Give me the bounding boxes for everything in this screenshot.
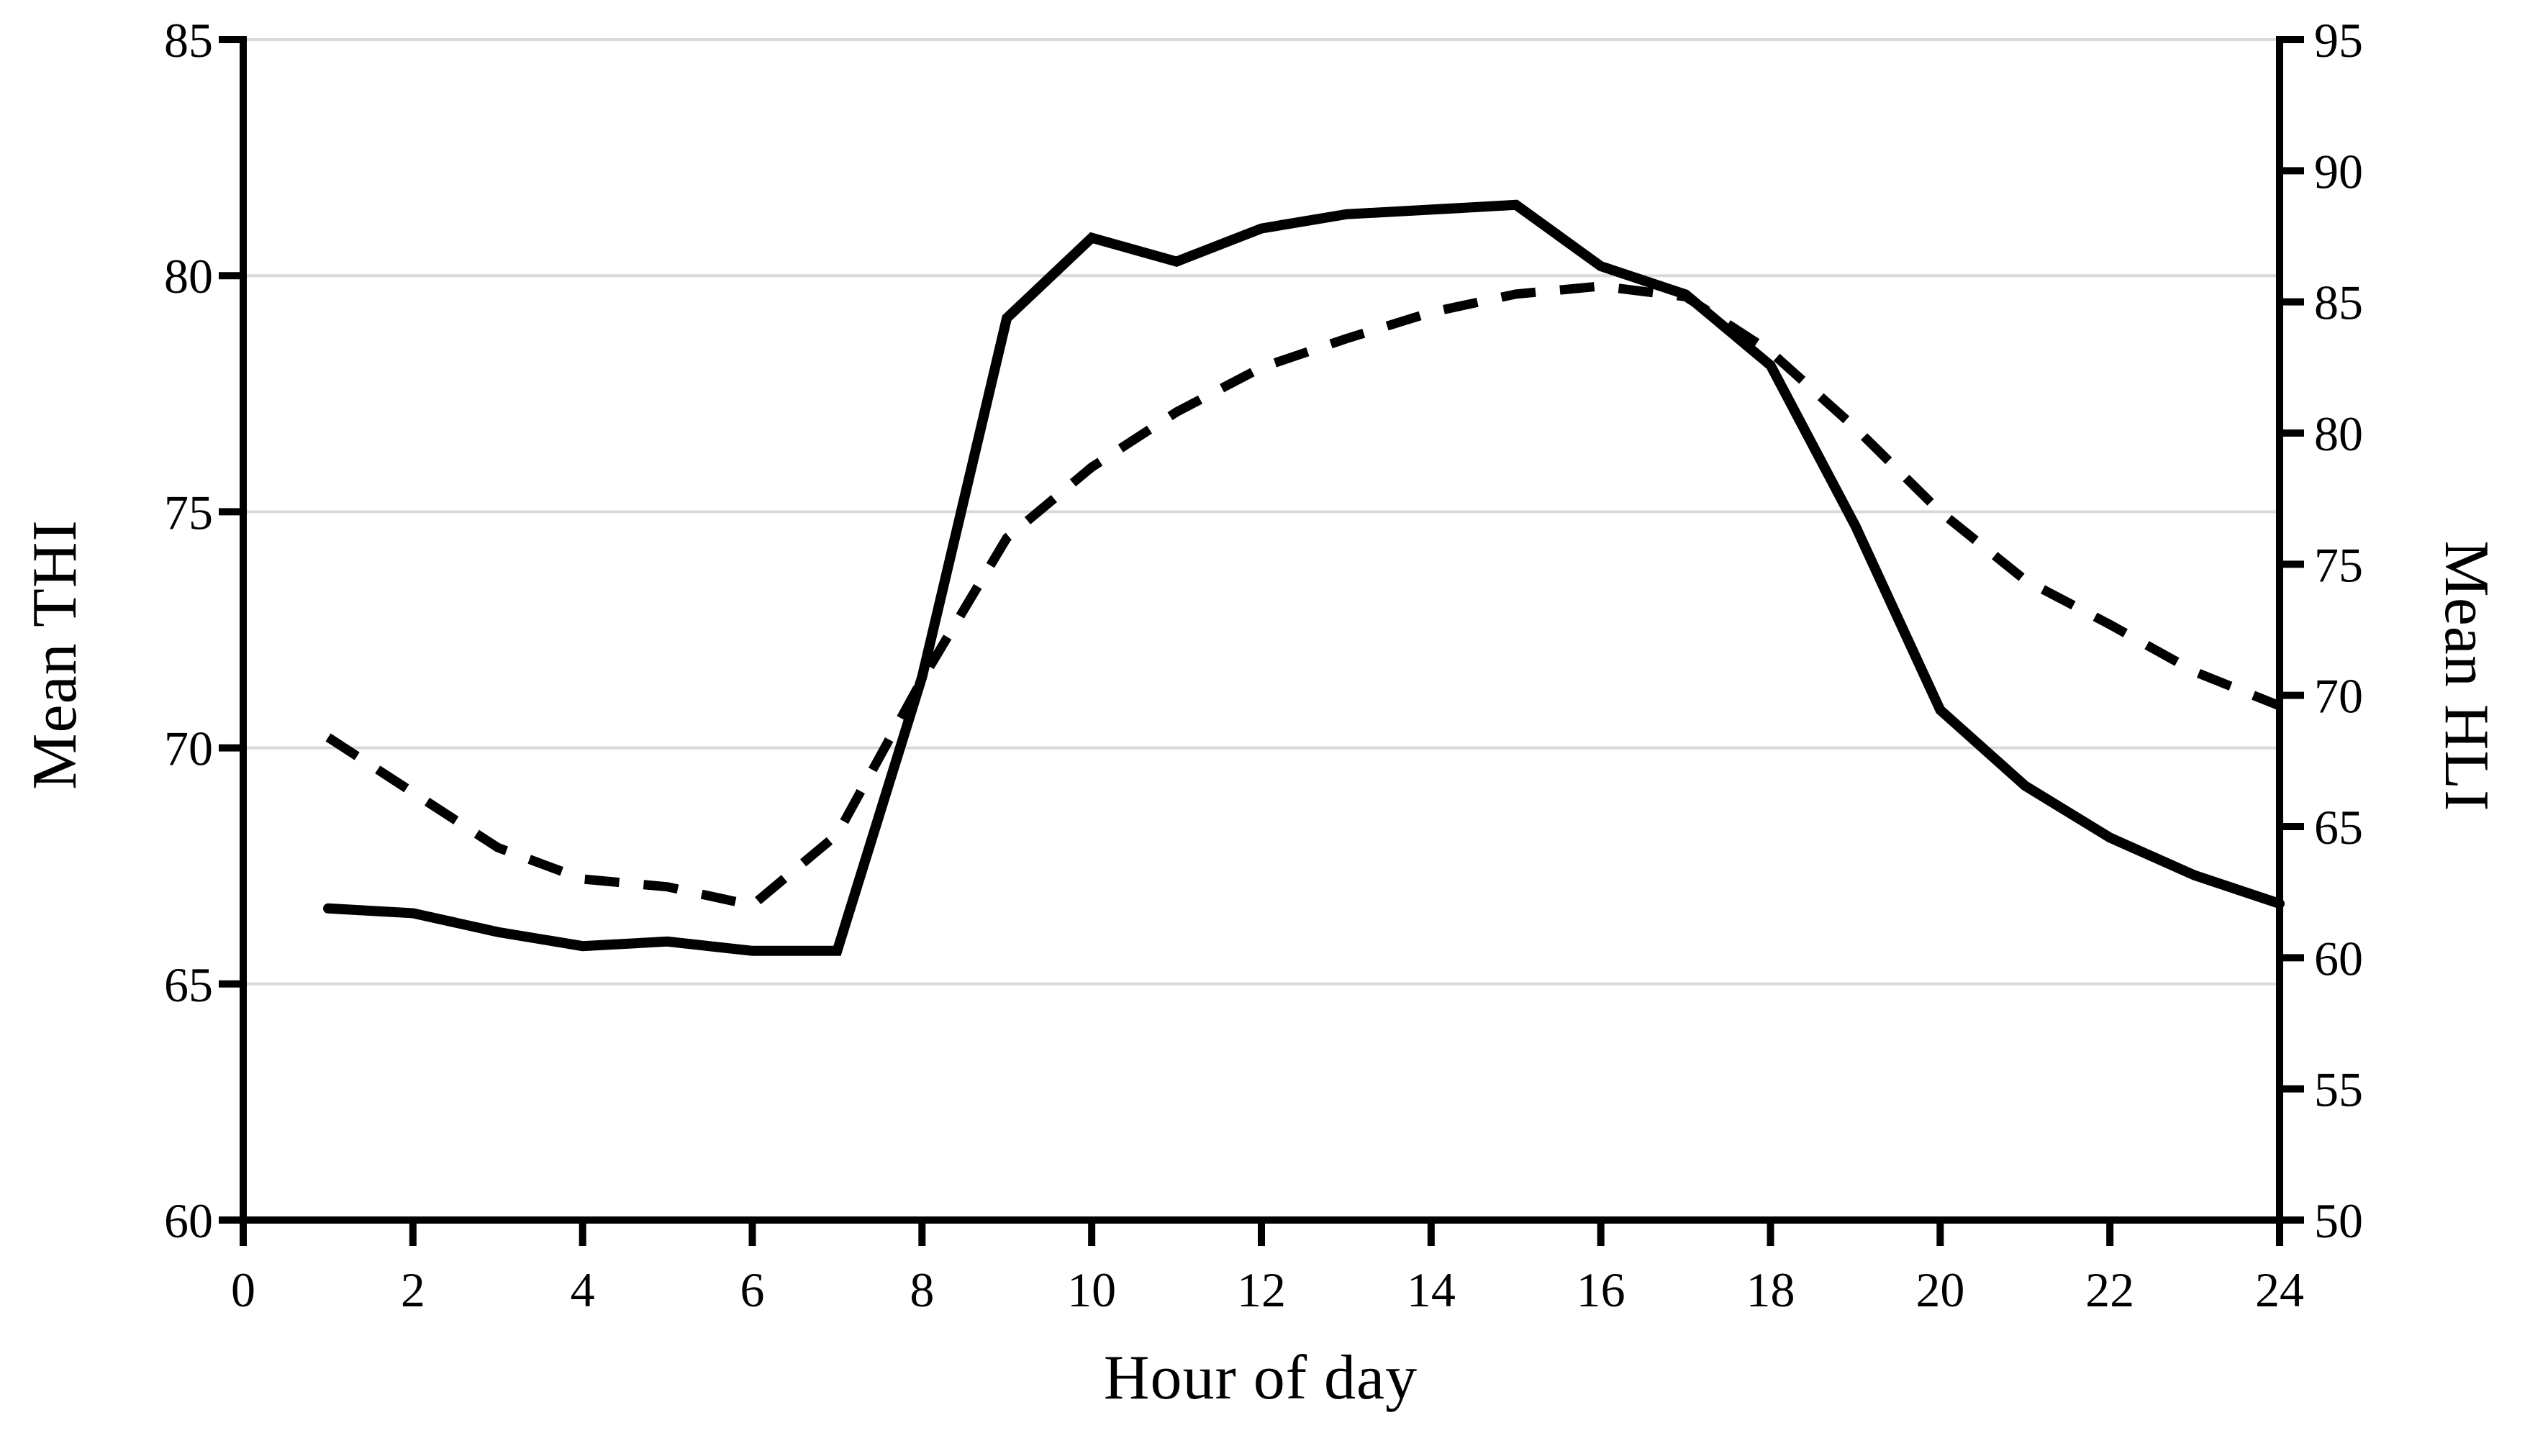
x-tick-label: 16 xyxy=(1577,1262,1626,1317)
right-axis-title: Mean HLI xyxy=(2431,540,2502,812)
series-line-mean-hli xyxy=(325,281,2282,911)
right-tick-label: 70 xyxy=(2314,669,2363,724)
series-line-mean-thi xyxy=(323,199,2285,956)
series xyxy=(323,199,2285,956)
right-tick-label: 95 xyxy=(2314,13,2363,68)
x-tick-label: 8 xyxy=(910,1262,934,1317)
left-tick-label: 85 xyxy=(164,13,213,68)
right-tick-label: 65 xyxy=(2314,800,2363,855)
x-tick-label: 2 xyxy=(401,1262,425,1317)
left-tick-label: 60 xyxy=(164,1193,213,1248)
right-tick-label: 85 xyxy=(2314,276,2363,330)
x-tick-label: 22 xyxy=(2085,1262,2134,1317)
left-tick-label: 65 xyxy=(164,957,213,1012)
left-tick-label: 75 xyxy=(164,485,213,540)
x-tick-label: 14 xyxy=(1407,1262,1456,1317)
right-tick-label: 55 xyxy=(2314,1063,2363,1117)
x-tick-label: 4 xyxy=(571,1262,595,1317)
x-tick-label: 0 xyxy=(231,1262,255,1317)
x-tick-label: 20 xyxy=(1915,1262,1964,1317)
x-tick-label: 10 xyxy=(1067,1262,1116,1317)
left-tick-label: 80 xyxy=(164,249,213,304)
right-tick-label: 75 xyxy=(2314,537,2363,592)
right-tick-label: 50 xyxy=(2314,1193,2363,1248)
left-axis-title: Mean THI xyxy=(19,519,90,790)
tick-marks xyxy=(219,36,2304,1246)
gridlines xyxy=(243,38,2280,986)
x-tick-label: 6 xyxy=(740,1262,765,1317)
axes xyxy=(240,36,2283,1224)
right-tick-label: 80 xyxy=(2314,406,2363,461)
right-tick-label: 90 xyxy=(2314,144,2363,199)
x-axis-title: Hour of day xyxy=(1103,1342,1418,1413)
left-tick-label: 70 xyxy=(164,722,213,776)
x-tick-label: 12 xyxy=(1237,1262,1286,1317)
right-tick-label: 60 xyxy=(2314,931,2363,986)
x-tick-label: 18 xyxy=(1746,1262,1795,1317)
x-tick-label: 24 xyxy=(2255,1262,2304,1317)
